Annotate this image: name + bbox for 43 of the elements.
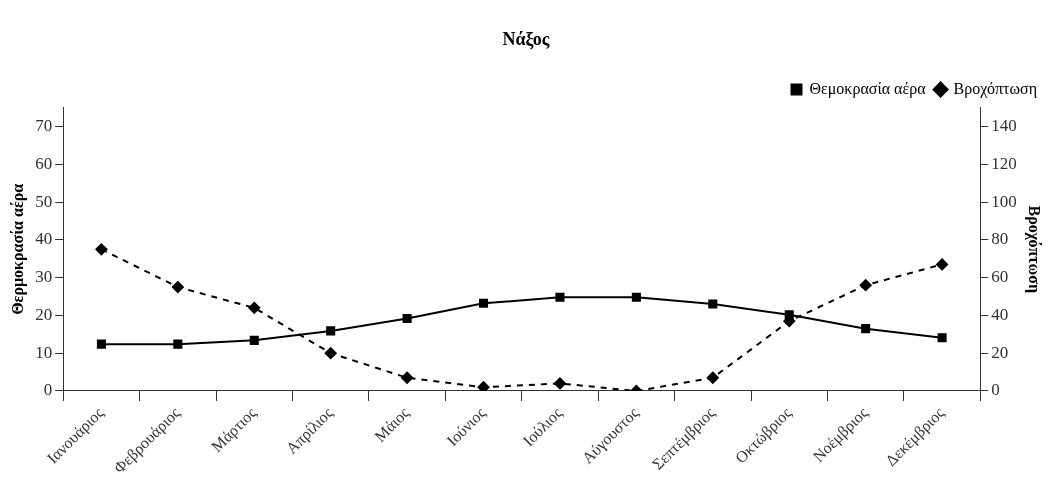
point (95, 243, 108, 256)
point (171, 281, 184, 294)
y-tick-label: 30 (35, 267, 53, 287)
point (248, 301, 261, 314)
y2-tick-label: 60 (991, 267, 1009, 287)
point (96, 339, 106, 349)
point (937, 333, 947, 343)
point (631, 292, 641, 302)
y-tick-label: 40 (35, 229, 53, 249)
point (249, 335, 259, 345)
point (936, 258, 949, 271)
point (402, 313, 412, 323)
y-tick-label: 20 (35, 304, 53, 324)
point (173, 339, 183, 349)
y-axis-title: Θερμοκρασία αέρα (8, 183, 27, 315)
chart-title: Νάξος (502, 29, 550, 51)
y2-tick-label: 100 (991, 191, 1017, 211)
point (479, 298, 489, 308)
legend-label: Θεμοκρασία αέρα (809, 79, 927, 98)
point (708, 299, 718, 309)
point (859, 279, 872, 292)
point (555, 292, 565, 302)
point (324, 347, 337, 360)
point (784, 310, 794, 320)
y-tick-label: 50 (35, 191, 53, 211)
point (706, 371, 719, 384)
point (326, 326, 336, 336)
y2-tick-label: 0 (991, 380, 1000, 400)
y2-tick-label: 120 (991, 153, 1017, 173)
y2-tick-label: 20 (991, 342, 1009, 362)
y2-tick-label: 80 (991, 229, 1009, 249)
y2-tick-label: 140 (991, 115, 1017, 135)
point (401, 371, 414, 384)
y-tick-label: 70 (35, 115, 53, 135)
y2-axis-title: Βροχόπτωση (1025, 205, 1044, 294)
legend-label: Βροχόπτωση (953, 79, 1037, 98)
y-tick-label: 0 (43, 380, 53, 400)
y-tick-label: 10 (35, 342, 53, 362)
point (477, 381, 490, 391)
point (861, 324, 871, 334)
point (553, 377, 566, 390)
y-tick-label: 60 (35, 153, 53, 173)
y2-tick-label: 40 (991, 304, 1009, 324)
